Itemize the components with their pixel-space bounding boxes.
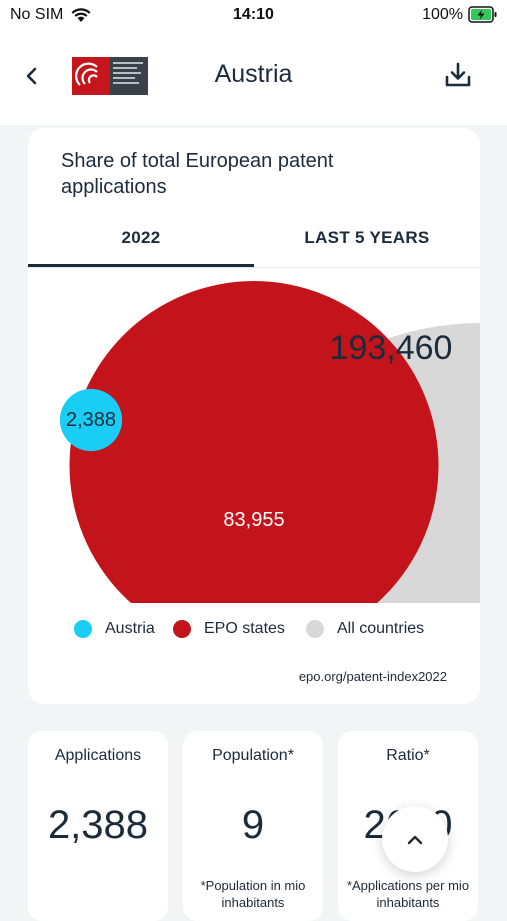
legend-dot-all-countries xyxy=(306,620,324,638)
stat-label-applications: Applications xyxy=(54,747,142,764)
tab-divider xyxy=(28,267,480,268)
stat-card-population: Population* 9 *Population in mio inhabit… xyxy=(183,731,323,921)
tab-2022[interactable]: 2022 xyxy=(121,228,161,247)
bubble-austria xyxy=(59,388,123,452)
carrier-label: No SIM xyxy=(10,6,64,23)
tab-last-5-years[interactable]: LAST 5 YEARS xyxy=(304,228,430,247)
bubble-chart: 2,388 83,955 193,460 xyxy=(59,281,480,603)
chevron-up-icon xyxy=(407,835,423,845)
card-title: Share of total European patent applicati… xyxy=(61,150,334,198)
battery-charging-icon xyxy=(468,6,497,23)
wifi-icon xyxy=(71,8,91,22)
scroll-to-top-button[interactable] xyxy=(382,806,448,872)
legend-item-all-countries: All countries xyxy=(306,620,424,638)
bubble-label-epo-states: 83,955 xyxy=(223,509,284,531)
legend-item-austria: Austria xyxy=(74,620,155,638)
epo-logo xyxy=(72,57,148,95)
legend-label-epo-states: EPO states xyxy=(204,620,285,637)
chart-legend: Austria EPO states All countries xyxy=(28,620,480,644)
stat-label-ratio: Ratio* xyxy=(386,747,430,764)
logo-mark xyxy=(72,57,110,95)
stat-footnote-ratio: *Applications per mio inhabitants xyxy=(346,878,470,910)
chevron-left-icon[interactable] xyxy=(18,62,46,90)
bubble-epo-states xyxy=(69,281,439,603)
battery-percentage: 100% xyxy=(422,6,463,23)
logo-wordmark xyxy=(113,62,145,87)
legend-label-austria: Austria xyxy=(105,620,155,637)
bubble-label-austria: 2,388 xyxy=(66,409,116,431)
bubble-label-all-countries: 193,460 xyxy=(330,329,453,367)
legend-item-epo-states: EPO states xyxy=(173,620,285,638)
tab-selected-indicator xyxy=(28,264,254,267)
stat-value-population: 9 xyxy=(241,803,265,847)
stat-card-applications: Applications 2,388 xyxy=(28,731,168,921)
legend-label-all-countries: All countries xyxy=(337,620,425,637)
source-link[interactable]: epo.org/patent-index2022 xyxy=(298,669,447,684)
stat-label-population: Population* xyxy=(212,747,294,764)
share-card: Share of total European patent applicati… xyxy=(28,128,480,704)
legend-dot-austria xyxy=(74,620,92,638)
status-bar: No SIM 14:10 100% xyxy=(0,0,507,30)
stat-value-applications: 2,388 xyxy=(47,803,149,847)
legend-dot-epo-states xyxy=(173,620,191,638)
navigation-bar: Austria xyxy=(0,30,507,125)
page-title: Austria xyxy=(214,60,293,88)
download-icon[interactable] xyxy=(443,60,473,90)
clock-time: 14:10 xyxy=(233,6,274,23)
stat-footnote-population: *Population in mio inhabitants xyxy=(200,878,306,910)
